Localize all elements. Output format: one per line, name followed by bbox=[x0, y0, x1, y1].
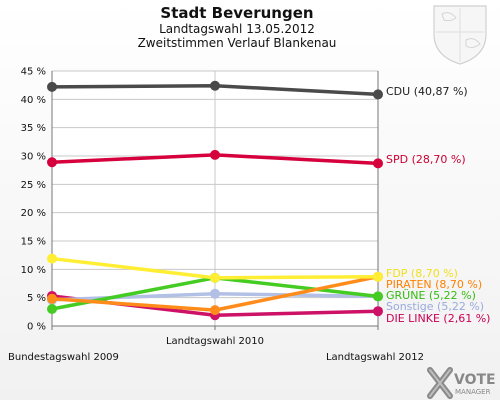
data-point-spd bbox=[373, 158, 383, 169]
vote-manager-x-icon bbox=[427, 367, 453, 399]
y-tick-label: 35 % bbox=[21, 123, 46, 134]
data-point-cdu bbox=[373, 89, 383, 100]
series-label-sonstige: Sonstige (5,22 %) bbox=[386, 300, 484, 313]
data-point-die-linke bbox=[373, 306, 383, 317]
series-label-fdp: FDP (8,70 %) bbox=[386, 267, 458, 280]
data-point-fdp bbox=[210, 272, 220, 283]
chart-subtitle-2: Zweitstimmen Verlauf Blankenau bbox=[138, 36, 337, 50]
x-tick-label: Bundestagswahl 2009 bbox=[8, 352, 119, 363]
x-tick-label: Landtagswahl 2010 bbox=[166, 336, 264, 347]
y-tick-label: 10 % bbox=[21, 265, 46, 276]
y-tick-label: 0 % bbox=[27, 322, 46, 333]
chart-subtitle-1: Landtagswahl 13.05.2012 bbox=[159, 22, 315, 36]
y-tick-label: 45 % bbox=[21, 67, 46, 78]
data-point-piraten bbox=[210, 305, 220, 316]
data-point-gr-ne bbox=[373, 291, 383, 302]
series-layer bbox=[47, 80, 383, 321]
data-point-spd bbox=[210, 149, 220, 160]
y-tick-label: 25 % bbox=[21, 180, 46, 191]
y-tick-label: 20 % bbox=[21, 208, 46, 219]
vote-manager-logo: VOTE MANAGER bbox=[427, 367, 496, 399]
data-point-cdu bbox=[210, 80, 220, 91]
series-label-spd: SPD (28,70 %) bbox=[386, 153, 466, 166]
data-point-gr-ne bbox=[47, 304, 57, 314]
chart-title: Stadt Beverungen bbox=[160, 4, 313, 22]
coat-of-arms-icon bbox=[433, 5, 487, 65]
y-tick-label: 15 % bbox=[21, 237, 46, 248]
y-tick-label: 30 % bbox=[21, 152, 46, 163]
series-label-piraten: PIRATEN (8,70 %) bbox=[386, 278, 482, 291]
series-label-cdu: CDU (40,87 %) bbox=[386, 85, 468, 98]
data-point-cdu bbox=[47, 81, 57, 92]
series-label-gr-ne: GRÜNE (5,22 %) bbox=[386, 289, 476, 302]
data-point-fdp bbox=[373, 271, 383, 282]
y-tick-label: 5 % bbox=[27, 293, 46, 304]
x-tick-label: Landtagswahl 2012 bbox=[326, 352, 424, 363]
vote-manager-logo-text-2: MANAGER bbox=[455, 388, 491, 396]
vote-manager-logo-text-1: VOTE bbox=[454, 372, 496, 388]
y-tick-label: 40 % bbox=[21, 95, 46, 106]
data-point-piraten bbox=[47, 293, 57, 304]
series-label-die-linke: DIE LINKE (2,61 %) bbox=[386, 312, 490, 325]
axis-layer: 0 % 5 % 10 % 15 % 20 % 25 % 30 % 35 % 40 % 45 % Bu… bbox=[8, 67, 424, 364]
grid-layer bbox=[51, 70, 379, 327]
data-point-spd bbox=[47, 157, 57, 168]
label-layer: CDU (40,87 %) SPD (28,70 %) FDP (8,70 %)PI… bbox=[386, 85, 490, 325]
data-point-fdp bbox=[47, 253, 57, 264]
data-point-sonstige bbox=[210, 288, 220, 299]
